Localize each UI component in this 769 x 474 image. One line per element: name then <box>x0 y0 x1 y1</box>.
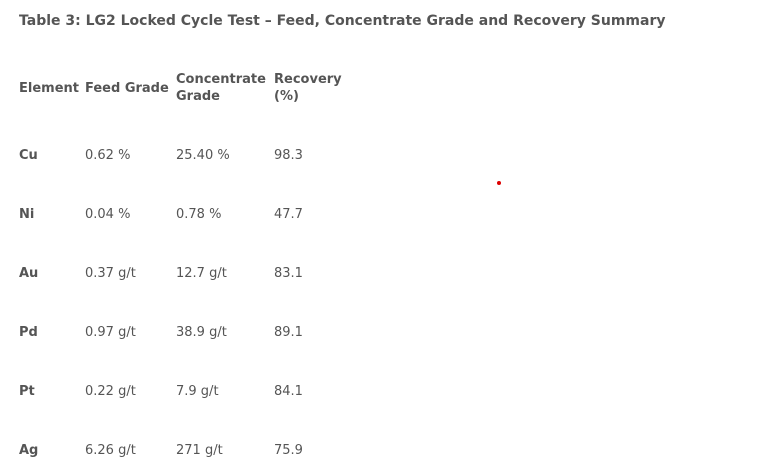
value-cell: 0.97 g/t <box>85 325 136 340</box>
value-cell: 25.40 % <box>176 148 230 163</box>
value-cell: 83.1 <box>274 266 303 281</box>
value-cell: 0.22 g/t <box>85 384 136 399</box>
element-cell: Pd <box>19 325 38 340</box>
element-cell: Pt <box>19 384 35 399</box>
element-cell: Au <box>19 266 39 281</box>
table-title: Table 3: LG2 Locked Cycle Test – Feed, C… <box>19 13 666 29</box>
value-cell: 6.26 g/t <box>85 443 136 458</box>
red-dot <box>497 181 501 185</box>
column-header: Concentrate Grade <box>176 72 266 104</box>
value-cell: 98.3 <box>274 148 303 163</box>
value-cell: 47.7 <box>274 207 303 222</box>
column-header: Recovery (%) <box>274 72 342 104</box>
value-cell: 271 g/t <box>176 443 223 458</box>
value-cell: 0.37 g/t <box>85 266 136 281</box>
value-cell: 0.04 % <box>85 207 131 222</box>
value-cell: 0.62 % <box>85 148 131 163</box>
value-cell: 0.78 % <box>176 207 222 222</box>
value-cell: 12.7 g/t <box>176 266 227 281</box>
element-cell: Ni <box>19 207 35 222</box>
column-header: Feed Grade <box>85 81 169 96</box>
value-cell: 89.1 <box>274 325 303 340</box>
value-cell: 75.9 <box>274 443 303 458</box>
value-cell: 7.9 g/t <box>176 384 219 399</box>
value-cell: 38.9 g/t <box>176 325 227 340</box>
element-cell: Ag <box>19 443 39 458</box>
element-cell: Cu <box>19 148 38 163</box>
column-header: Element <box>19 81 79 96</box>
value-cell: 84.1 <box>274 384 303 399</box>
